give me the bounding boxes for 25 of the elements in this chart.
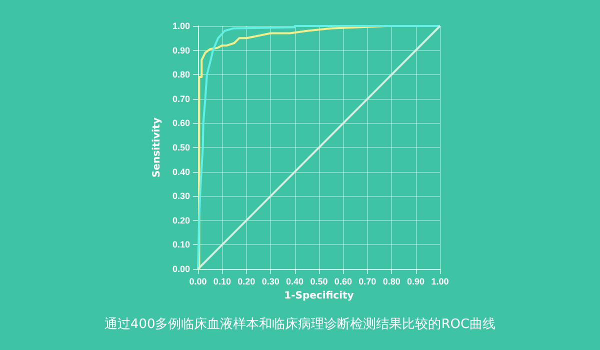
x-axis-title: 1-Specificity xyxy=(284,290,354,302)
y-tick-label: 1.00 xyxy=(172,21,190,31)
y-tick-label: 0.10 xyxy=(172,240,190,250)
x-tick-label: 0.20 xyxy=(238,276,256,286)
x-tick-label: 0.30 xyxy=(262,276,280,286)
x-tick-label: 0.80 xyxy=(382,276,400,286)
text: 通过400多例临床血液样本和临床病理诊断检测结果比较的ROC曲线 xyxy=(104,317,496,332)
y-tick-label: 0.80 xyxy=(172,70,190,80)
x-tick-label: 0.40 xyxy=(286,276,304,286)
x-tick-label: 0.60 xyxy=(334,276,352,286)
y-tick-label: 0.00 xyxy=(172,264,190,274)
y-tick-label: 0.60 xyxy=(172,118,190,128)
x-tick-label: 0.70 xyxy=(358,276,376,286)
x-tick-label: 1.00 xyxy=(431,276,449,286)
x-tick-label: 0.50 xyxy=(310,276,328,286)
y-tick-label: 0.30 xyxy=(172,191,190,202)
x-tick-label: 0.90 xyxy=(407,276,425,286)
y-axis-title: Sensitivity xyxy=(152,117,162,178)
x-tick-label: 0.10 xyxy=(213,276,231,286)
y-tick-label: 0.70 xyxy=(172,94,190,104)
y-tick-label: 0.50 xyxy=(172,142,190,152)
y-tick-label: 0.90 xyxy=(172,45,190,56)
x-tick-label: 0.00 xyxy=(189,276,207,286)
y-tick-label: 0.20 xyxy=(172,215,190,226)
y-tick-label: 0.40 xyxy=(172,166,190,177)
